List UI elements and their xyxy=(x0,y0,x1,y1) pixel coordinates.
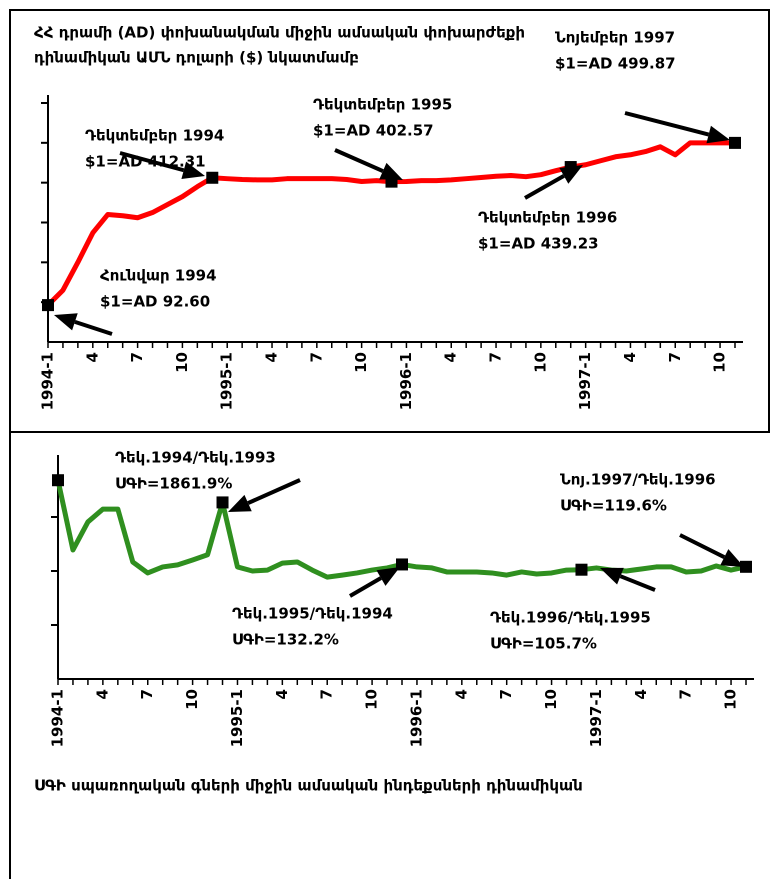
point-note: Դեկ.1996/Դեկ.1995 xyxy=(490,609,651,627)
arrow-head xyxy=(228,494,252,512)
x-tick-label: 4 xyxy=(93,689,111,699)
arrow-head xyxy=(376,567,400,586)
arrow-head xyxy=(379,162,403,180)
data-label: ՍԳԻ=105.7% xyxy=(490,635,597,653)
x-tick-label: 10 xyxy=(363,689,381,710)
point-note: Նոյ.1997/Դեկ.1996 xyxy=(560,471,716,489)
x-tick-label: 4 xyxy=(632,689,650,699)
point-marker xyxy=(42,299,54,312)
x-tick-label: 1994-1 xyxy=(49,689,67,747)
data-label: $1=AD 402.57 xyxy=(313,122,434,140)
point-marker xyxy=(206,171,219,184)
data-label: $1=AD 499.87 xyxy=(555,55,676,73)
point-marker xyxy=(216,496,229,509)
arrow-shaft xyxy=(334,148,384,173)
x-tick-label: 1995-1 xyxy=(228,689,246,747)
arrow-shaft xyxy=(679,533,726,559)
x-tick-label: 1997-1 xyxy=(587,689,605,747)
point-note: Դեկտեմբեր 1996 xyxy=(478,209,617,227)
arrow-head xyxy=(54,313,78,331)
point-note: Դեկ.1995/Դեկ.1994 xyxy=(232,605,393,623)
x-tick-label: 7 xyxy=(318,689,336,699)
x-tick-label: 4 xyxy=(83,352,101,362)
arrow-shaft xyxy=(74,319,113,336)
x-tick-label: 7 xyxy=(487,352,505,362)
x-tick-label: 1996-1 xyxy=(397,352,415,410)
x-tick-label: 4 xyxy=(621,352,639,362)
data-label: ՍԳԻ=132.2% xyxy=(232,631,339,649)
x-tick-label: 7 xyxy=(677,689,695,699)
x-tick-label: 4 xyxy=(452,689,470,699)
x-tick-label: 10 xyxy=(173,352,191,373)
x-tick-label: 7 xyxy=(666,352,684,362)
arrow-shaft xyxy=(624,111,710,137)
point-marker xyxy=(52,474,64,487)
x-tick-label: 10 xyxy=(722,689,740,710)
x-tick-label: 7 xyxy=(307,352,325,362)
point-marker xyxy=(575,563,588,576)
x-tick-label: 1996-1 xyxy=(407,689,425,747)
point-marker xyxy=(729,136,741,149)
x-tick-label: 1997-1 xyxy=(576,352,594,410)
arrow-head xyxy=(181,161,205,179)
arrow-head xyxy=(720,549,744,567)
arrow-shaft xyxy=(119,151,185,173)
x-tick-label: 1994-1 xyxy=(39,352,57,410)
x-tick-label: 4 xyxy=(442,352,460,362)
x-tick-label: 4 xyxy=(263,352,281,362)
x-tick-label: 1995-1 xyxy=(218,352,236,410)
data-label: ՍԳԻ=119.6% xyxy=(560,497,667,515)
arrow-head xyxy=(600,567,624,585)
point-note: Նոյեմբեր 1997 xyxy=(555,29,675,47)
point-marker xyxy=(740,560,752,573)
top-frame xyxy=(9,9,770,433)
caption: ՍԳԻ սպառողական գների միջին ամսական ինդեք… xyxy=(34,777,583,795)
arrow-shaft xyxy=(348,576,382,598)
data-label: $1=AD 439.23 xyxy=(478,235,599,253)
x-tick-label: 4 xyxy=(273,689,291,699)
x-tick-label: 7 xyxy=(497,689,515,699)
point-note: Դեկտեմբեր 1994 xyxy=(85,127,224,145)
arrow-shaft xyxy=(524,174,565,200)
x-tick-label: 10 xyxy=(352,352,370,373)
x-tick-label: 10 xyxy=(711,352,729,373)
point-note: Հունվար 1994 xyxy=(100,267,217,285)
arrow-head xyxy=(706,125,730,144)
x-tick-label: 10 xyxy=(183,689,201,710)
chart-title: դինամիկան ԱՄՆ դոլարի ($) նկատմամբ xyxy=(34,49,359,67)
x-tick-label: 7 xyxy=(128,352,146,362)
chart-title: ՀՀ դրամի (AD) փոխանակման միջին ամսական փ… xyxy=(34,24,525,42)
point-note: Դեկտեմբեր 1995 xyxy=(313,96,452,114)
arrow-head xyxy=(559,165,583,184)
arrow-shaft xyxy=(247,478,301,505)
data-label: $1=AD 92.60 xyxy=(100,293,210,311)
arrow-shaft xyxy=(619,574,656,592)
data-label: ՍԳԻ=1861.9% xyxy=(115,475,232,493)
x-tick-label: 10 xyxy=(531,352,549,373)
x-tick-label: 10 xyxy=(542,689,560,710)
point-note: Դեկ.1994/Դեկ.1993 xyxy=(115,449,276,467)
x-tick-label: 7 xyxy=(138,689,156,699)
